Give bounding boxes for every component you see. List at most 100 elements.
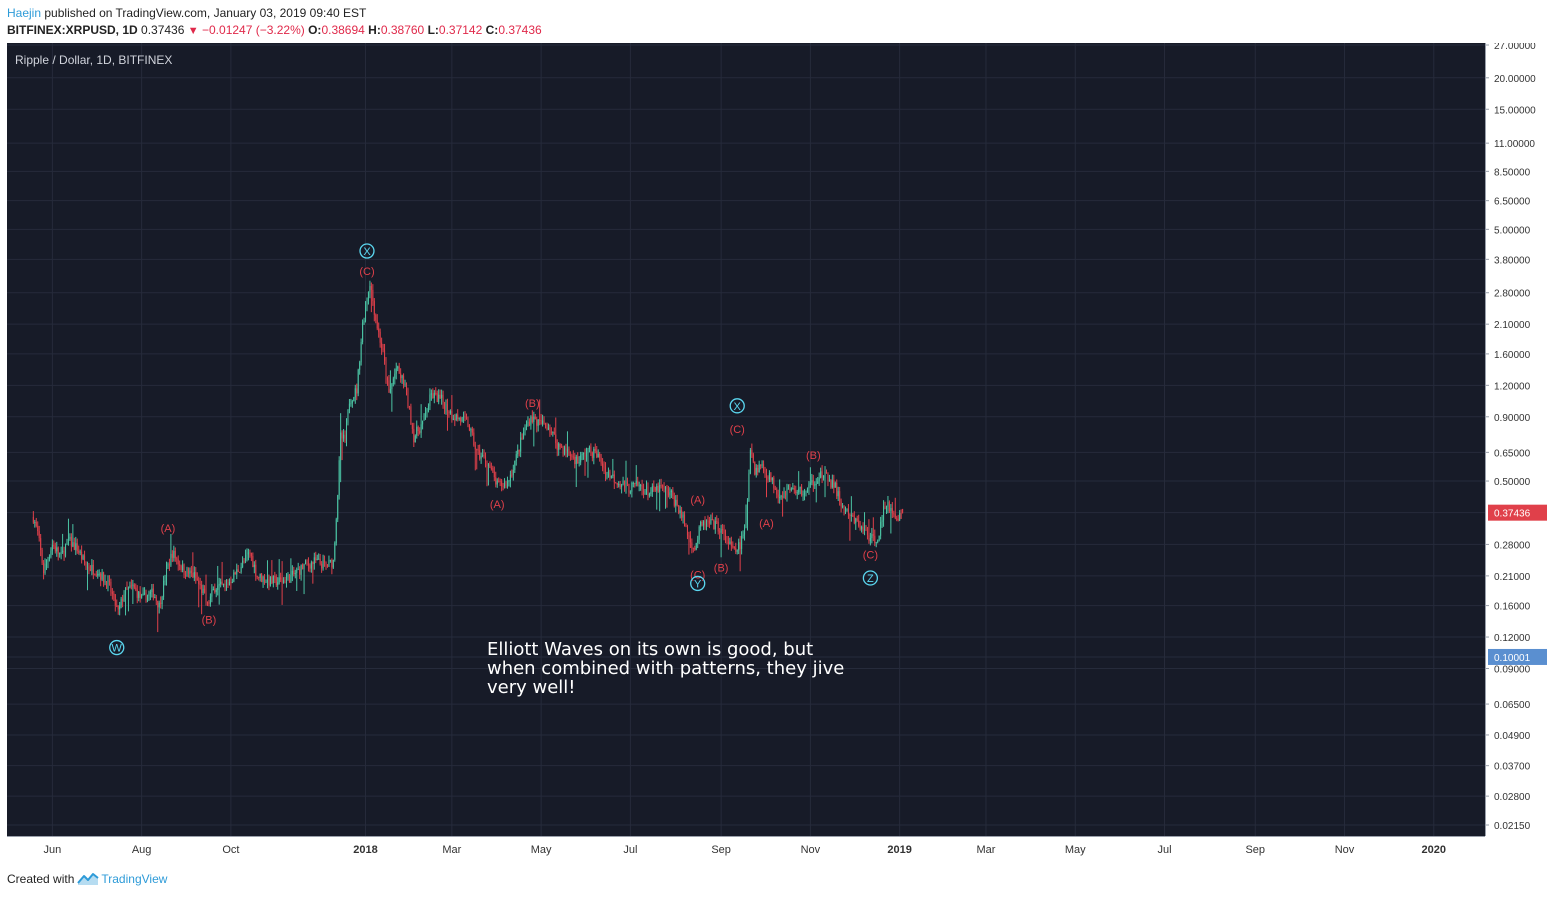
candle-body: [672, 490, 674, 497]
candle: [246, 548, 248, 562]
candle-body: [493, 471, 495, 478]
candle: [84, 550, 86, 566]
candle-body: [345, 422, 348, 441]
candle-body: [195, 572, 197, 579]
candle: [198, 576, 200, 608]
candle-body: [211, 590, 213, 597]
candle: [388, 375, 390, 393]
candle-body: [480, 456, 482, 459]
candle-body: [271, 576, 273, 584]
time-tick-label: Sep: [1245, 844, 1265, 856]
candle-body: [177, 559, 179, 565]
price-tick-label: 2.80000: [1494, 289, 1531, 300]
candle: [599, 451, 601, 462]
candle: [483, 449, 485, 459]
candle: [585, 447, 588, 462]
candle: [316, 554, 318, 561]
candle: [492, 465, 494, 474]
candle: [63, 546, 65, 561]
candle-body: [524, 427, 526, 433]
candle: [752, 452, 754, 464]
candle-body: [654, 487, 656, 491]
candle-body: [638, 485, 640, 487]
price-tick-label: 0.12000: [1494, 633, 1531, 644]
candle-body: [719, 531, 721, 533]
candle-body: [899, 512, 901, 521]
candle-body: [196, 578, 198, 581]
candle: [640, 483, 642, 491]
candle-body: [508, 481, 510, 483]
candle-body: [881, 520, 883, 522]
candle-body: [609, 471, 611, 478]
candle: [81, 545, 83, 564]
candle: [520, 431, 522, 458]
symbol-label: BITFINEX:XRPUSD, 1D: [7, 23, 138, 37]
price-chart[interactable]: Ripple / Dollar, 1D, BITFINEX W (A) (B) X (C)…: [7, 43, 1549, 861]
candle: [804, 488, 806, 501]
candle-body: [663, 486, 665, 489]
candle: [760, 464, 762, 470]
candle: [667, 485, 669, 498]
author-link[interactable]: Haejin: [7, 6, 42, 20]
price-axis-labels: 27.00000 20.00000 15.00000 11.00000 8.50000 6…: [1485, 43, 1536, 832]
candle: [318, 553, 320, 560]
price-badge-label: 0.37436: [1494, 509, 1531, 520]
candle-body: [467, 418, 469, 426]
candle: [187, 567, 189, 578]
candle-body: [405, 383, 408, 390]
chart-area[interactable]: Ripple / Dollar, 1D, BITFINEX W (A) (B) X (C)…: [7, 43, 1549, 861]
candle: [363, 317, 365, 325]
candle-body: [388, 380, 390, 393]
candle-body: [122, 598, 124, 602]
candle-body: [416, 426, 418, 436]
candle: [174, 547, 176, 562]
candle-body: [101, 572, 103, 580]
candle-body: [436, 393, 438, 403]
candle-body: [356, 388, 358, 394]
candle: [741, 531, 743, 555]
candle-body: [795, 490, 797, 494]
candle: [51, 539, 53, 555]
candle: [837, 486, 839, 501]
candle-body: [34, 522, 36, 524]
candle: [571, 453, 573, 460]
candle: [259, 573, 261, 582]
candle: [580, 451, 582, 466]
candle-body: [515, 454, 517, 462]
candle-body: [534, 416, 536, 420]
candle-body: [442, 394, 444, 403]
candle: [783, 487, 785, 499]
candle: [41, 547, 43, 566]
candle-body: [751, 449, 753, 455]
candle: [148, 590, 150, 601]
candle: [885, 505, 887, 514]
candle: [250, 552, 252, 562]
candle: [444, 401, 446, 415]
candle: [110, 578, 112, 596]
candle-body: [127, 587, 129, 589]
high-label: H:: [368, 23, 381, 37]
candle-body: [167, 564, 169, 567]
candle: [594, 443, 596, 454]
tradingview-link[interactable]: TradingView: [101, 872, 168, 886]
candle-body: [446, 403, 448, 412]
candle: [697, 535, 699, 549]
candle-body: [422, 420, 424, 425]
candle: [663, 482, 665, 493]
candle: [834, 481, 836, 488]
candle: [686, 524, 688, 540]
candle-body: [328, 560, 330, 567]
candle-body: [506, 481, 508, 488]
candle-body: [284, 580, 286, 584]
candle: [416, 420, 418, 439]
candle-body: [152, 588, 154, 598]
candle-body: [700, 521, 702, 527]
candle: [713, 519, 715, 530]
candle: [228, 578, 230, 586]
candle-body: [527, 421, 529, 427]
candle: [378, 322, 380, 338]
candle-body: [553, 431, 555, 435]
candle: [583, 452, 585, 460]
candle: [786, 483, 788, 502]
candle: [236, 563, 238, 580]
